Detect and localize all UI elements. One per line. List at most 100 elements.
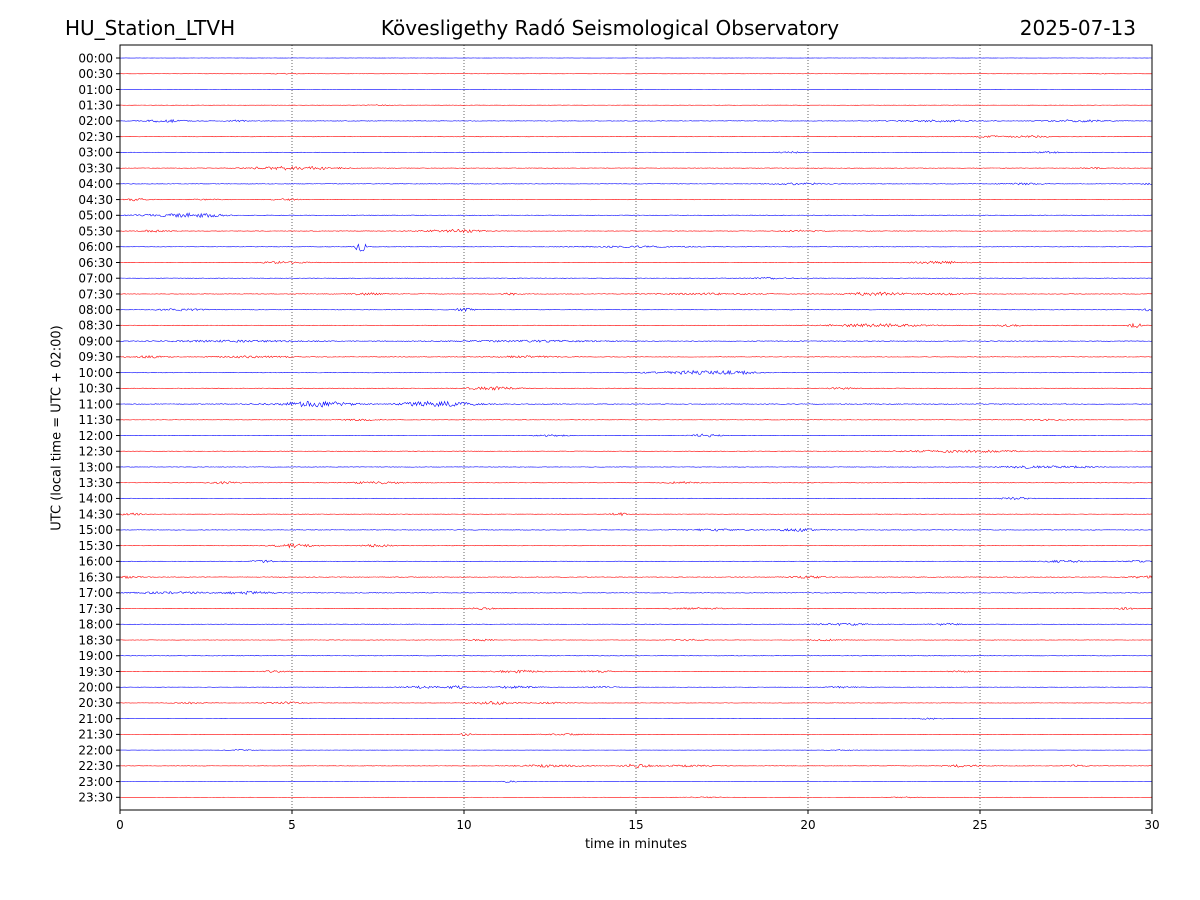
trace-13:30 [119,481,1153,485]
trace-07:00 [119,276,1153,280]
trace-16:00 [119,559,1153,563]
trace-22:30 [119,763,1153,769]
y-tick-label-22:00: 22:00 [78,743,113,757]
trace-23:00 [119,780,1153,783]
trace-20:00 [119,685,1153,690]
trace-11:30 [119,418,1153,422]
trace-11:00 [119,400,1153,408]
trace-20:30 [119,700,1153,705]
y-tick-label-18:30: 18:30 [78,633,113,647]
trace-16:30 [119,575,1153,580]
y-tick-label-23:30: 23:30 [78,791,113,805]
y-tick-label-07:00: 07:00 [78,272,113,286]
chart-date: 2025-07-13 [1019,16,1136,40]
trace-17:00 [119,590,1153,595]
trace-09:30 [119,354,1153,359]
trace-03:30 [119,165,1153,171]
seismic-traces [119,57,1153,799]
y-tick-label-02:30: 02:30 [78,130,113,144]
y-tick-label-13:00: 13:00 [78,460,113,474]
y-tick-label-16:30: 16:30 [78,570,113,584]
y-tick-label-13:30: 13:30 [78,476,113,490]
trace-19:30 [119,669,1153,674]
y-tick-label-21:00: 21:00 [78,712,113,726]
trace-17:30 [120,607,1153,611]
trace-10:00 [119,369,1153,376]
trace-08:30 [119,322,1153,329]
trace-15:30 [119,543,1153,549]
trace-23:30 [119,796,1153,799]
trace-00:30 [119,72,1153,75]
trace-10:30 [119,386,1153,391]
x-tick-label-20: 20 [800,818,815,832]
trace-05:30 [119,229,1153,234]
trace-18:00 [119,622,1153,627]
y-tick-label-20:30: 20:30 [78,696,113,710]
y-tick-label-07:30: 07:30 [78,287,113,301]
y-tick-label-01:30: 01:30 [78,98,113,112]
y-tick-label-15:00: 15:00 [78,523,113,537]
trace-21:30 [119,732,1153,736]
y-tick-label-04:30: 04:30 [78,193,113,207]
trace-22:00 [119,749,1153,751]
y-tick-label-21:30: 21:30 [78,728,113,742]
trace-14:30 [119,511,1153,517]
trace-12:30 [119,449,1153,454]
y-tick-label-10:30: 10:30 [78,382,113,396]
y-tick-label-09:30: 09:30 [78,350,113,364]
trace-21:00 [119,717,1153,720]
y-tick-label-00:30: 00:30 [78,67,113,81]
trace-03:00 [119,151,1153,154]
y-tick-label-18:00: 18:00 [78,618,113,632]
trace-02:30 [119,135,1152,138]
y-tick-label-19:30: 19:30 [78,665,113,679]
x-tick-label-0: 0 [116,818,124,832]
y-tick-label-15:30: 15:30 [78,539,113,553]
y-tick-label-04:00: 04:00 [78,177,113,191]
y-tick-label-03:00: 03:00 [78,146,113,160]
grid-lines [291,45,981,810]
y-tick-label-08:00: 08:00 [78,303,113,317]
trace-02:00 [119,118,1153,124]
y-tick-label-23:00: 23:00 [78,775,113,789]
trace-04:30 [119,198,1153,202]
y-tick-label-12:30: 12:30 [78,445,113,459]
y-tick-label-08:30: 08:30 [78,319,113,333]
trace-13:00 [119,465,1153,469]
trace-14:00 [119,496,1153,501]
y-tick-label-14:30: 14:30 [78,507,113,521]
station-name: HU_Station_LTVH [65,16,236,40]
trace-01:30 [119,104,1153,106]
y-tick-label-14:00: 14:00 [78,492,113,506]
trace-08:00 [119,307,1153,313]
y-tick-label-09:00: 09:00 [78,334,113,348]
trace-06:30 [119,260,1153,265]
trace-12:00 [119,433,1153,438]
y-tick-label-10:00: 10:00 [78,366,113,380]
y-tick-label-11:30: 11:30 [78,413,113,427]
y-tick-label-05:30: 05:30 [78,224,113,238]
x-tick-label-30: 30 [1144,818,1159,832]
y-tick-label-02:00: 02:00 [78,114,113,128]
y-tick-label-00:00: 00:00 [78,51,113,65]
trace-04:00 [119,182,1153,186]
trace-09:00 [119,339,1153,343]
y-tick-label-06:30: 06:30 [78,256,113,270]
trace-15:00 [119,527,1153,532]
trace-05:00 [119,212,1153,219]
trace-07:30 [119,291,1153,297]
y-tick-label-17:00: 17:00 [78,586,113,600]
y-tick-label-11:00: 11:00 [78,397,113,411]
y-tick-label-17:30: 17:30 [78,602,113,616]
y-tick-label-01:00: 01:00 [78,83,113,97]
x-tick-label-5: 5 [288,818,296,832]
x-axis: 0 5 10 15 20 25 30 [116,810,1160,832]
x-axis-label: time in minutes [584,837,688,852]
y-tick-label-12:00: 12:00 [78,429,113,443]
y-tick-label-20:00: 20:00 [78,681,113,695]
chart-title: Kövesligethy Radó Seismological Observat… [380,16,840,40]
trace-06:00 [119,243,1153,252]
x-tick-label-10: 10 [456,818,471,832]
